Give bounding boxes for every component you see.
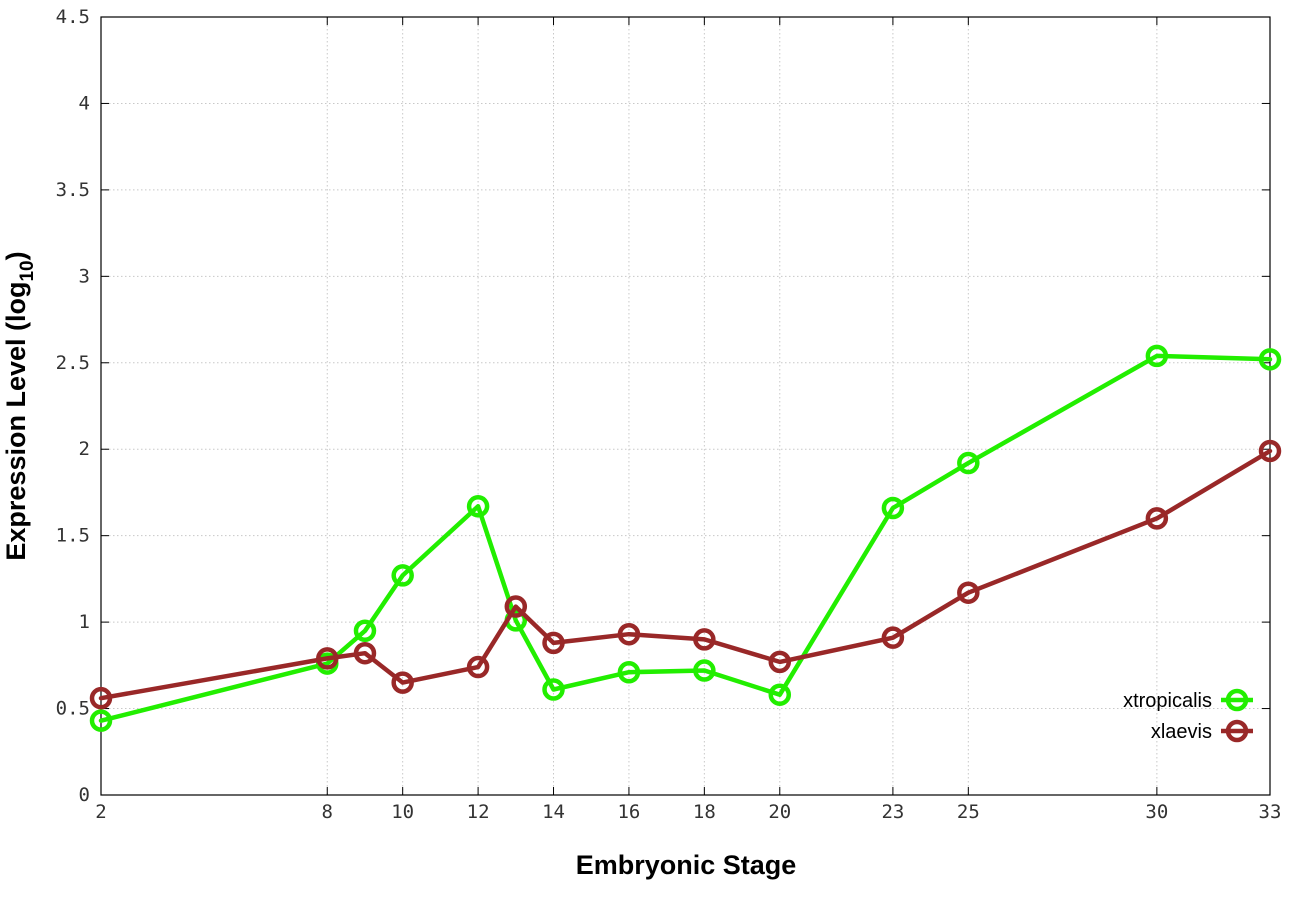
axis-ticks: 0 0.5 1 1.5 2 2.5 3 3.5 4 4.5 2 8 10 12 14 16 18 20 23 25 30… xyxy=(56,6,1282,823)
y-tick-label: 3 xyxy=(79,265,90,287)
y-tick-label: 0 xyxy=(79,784,90,806)
data-point-xtropicalis xyxy=(693,659,716,682)
data-point-xlaevis xyxy=(316,647,339,670)
x-tick-label: 20 xyxy=(768,801,791,823)
x-tick-label: 23 xyxy=(881,801,904,823)
y-tick-label: 1 xyxy=(79,611,90,633)
legend-label: xtropicalis xyxy=(1123,690,1212,712)
x-tick-label: 2 xyxy=(95,801,106,823)
data-point-xtropicalis xyxy=(1145,344,1169,368)
y-tick-label: 2.5 xyxy=(56,352,90,374)
data-point-xtropicalis xyxy=(768,683,792,706)
data-point-xlaevis xyxy=(881,626,905,649)
x-tick-label: 18 xyxy=(693,801,716,823)
y-axis-title-end: ) xyxy=(1,251,31,260)
data-point-xlaevis xyxy=(466,655,490,679)
legend: xtropicalis xlaevis xyxy=(1123,688,1253,743)
data-point-xlaevis xyxy=(89,686,113,710)
y-tick-label: 4 xyxy=(79,92,90,114)
data-point-xlaevis xyxy=(542,631,565,655)
plot-frame xyxy=(100,16,1271,796)
data-point-xtropicalis xyxy=(391,564,414,587)
data-point-xlaevis xyxy=(391,671,414,694)
y-tick-label: 0.5 xyxy=(56,698,90,720)
legend-label: xlaevis xyxy=(1151,721,1212,743)
x-tick-label: 25 xyxy=(957,801,980,823)
series-group xyxy=(89,344,1282,732)
data-point-xlaevis xyxy=(617,622,641,646)
y-tick-label: 3.5 xyxy=(56,179,90,201)
data-point-xlaevis xyxy=(768,650,792,674)
x-tick-label: 10 xyxy=(391,801,414,823)
series-line-xlaevis xyxy=(98,448,1273,701)
data-point-xlaevis xyxy=(693,628,716,651)
x-tick-label: 30 xyxy=(1145,801,1168,823)
y-axis-title: Expression Level (log10) xyxy=(1,251,38,560)
legend-marker-icon xyxy=(1225,688,1249,712)
series-xlaevis xyxy=(89,439,1282,710)
data-point-xtropicalis xyxy=(353,619,377,643)
data-point-xtropicalis xyxy=(89,709,113,732)
y-axis-title-main: Expression Level (log xyxy=(1,282,31,561)
data-point-xtropicalis xyxy=(881,496,905,520)
data-point-xtropicalis xyxy=(617,660,641,684)
data-point-xlaevis xyxy=(353,641,377,665)
legend-marker-icon xyxy=(1225,719,1249,743)
x-tick-label: 16 xyxy=(617,801,640,823)
data-point-xtropicalis xyxy=(466,495,490,518)
y-tick-label: 2 xyxy=(79,438,90,460)
data-point-xlaevis xyxy=(957,581,980,604)
x-axis-title: Embryonic Stage xyxy=(576,850,797,880)
y-axis-title-subscript: 10 xyxy=(17,260,38,281)
data-point-xtropicalis xyxy=(1258,348,1282,371)
data-point-xtropicalis xyxy=(542,678,565,701)
x-tick-label: 33 xyxy=(1259,801,1282,823)
x-tick-label: 8 xyxy=(322,801,333,823)
y-tick-label: 4.5 xyxy=(56,6,90,28)
series-xtropicalis xyxy=(89,344,1282,732)
legend-item-xtropicalis: xtropicalis xyxy=(1123,688,1253,712)
data-point-xtropicalis xyxy=(957,451,980,475)
legend-item-xlaevis: xlaevis xyxy=(1151,719,1253,743)
data-point-xlaevis xyxy=(504,595,528,618)
x-tick-label: 14 xyxy=(542,801,565,823)
y-tick-label: 1.5 xyxy=(56,525,90,547)
data-point-xlaevis xyxy=(1145,507,1169,530)
x-tick-label: 12 xyxy=(467,801,490,823)
data-point-xlaevis xyxy=(1258,439,1282,463)
